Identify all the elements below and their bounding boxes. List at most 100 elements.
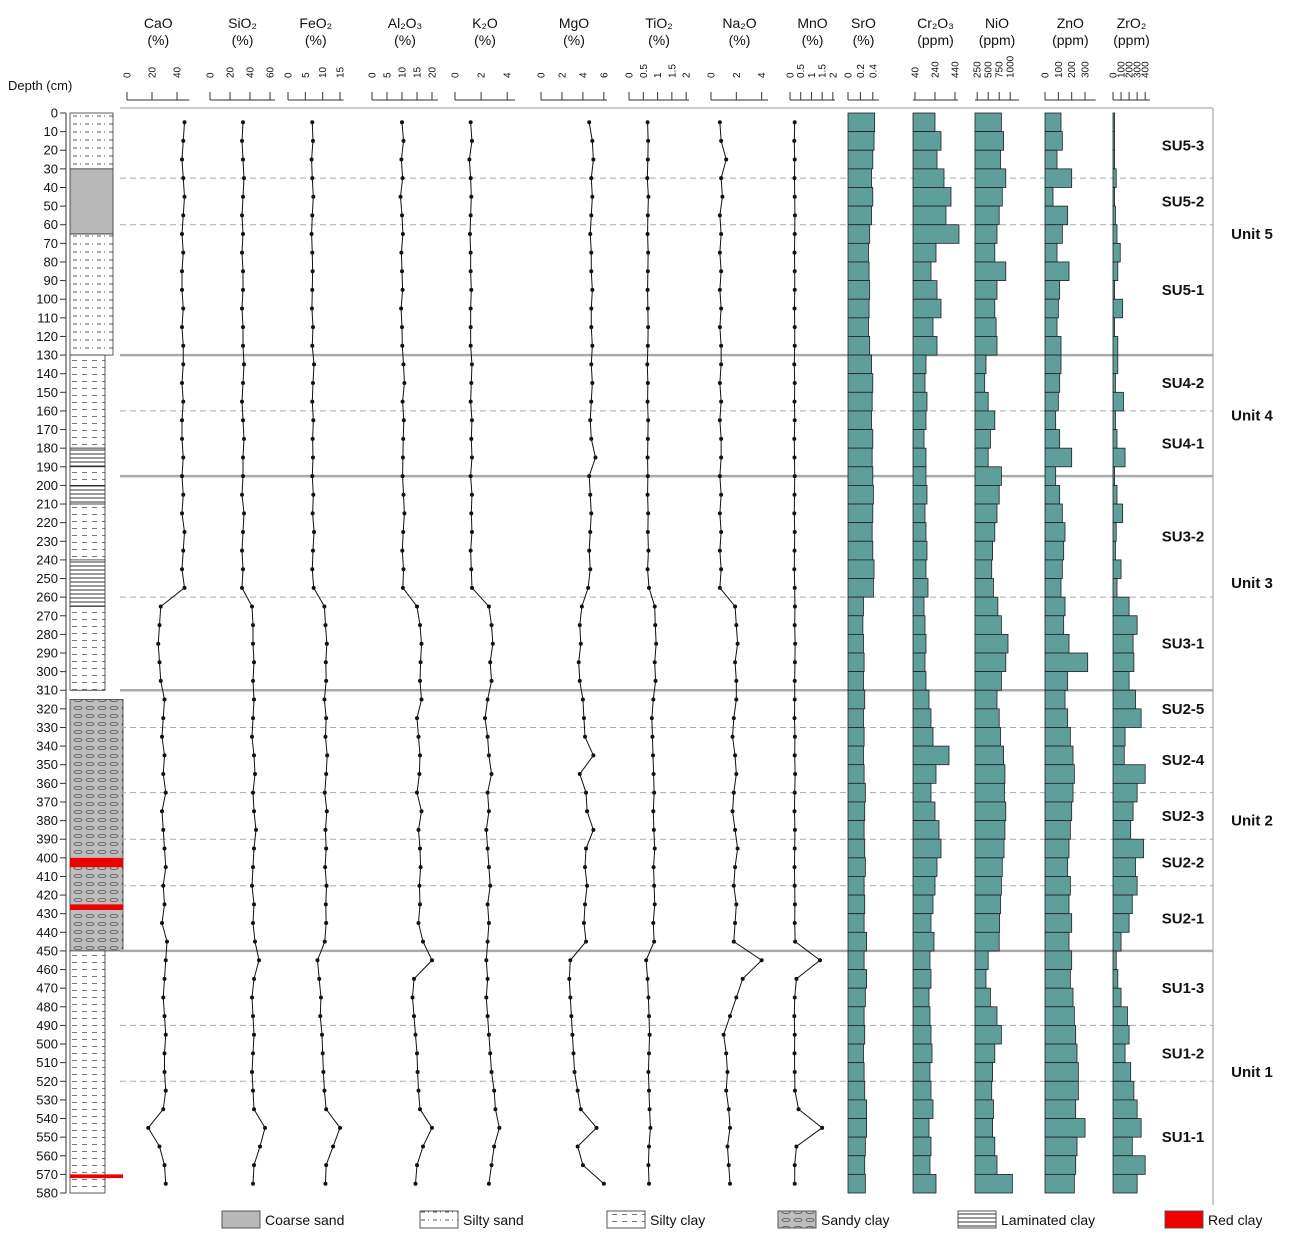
sample-point bbox=[487, 1033, 491, 1037]
sample-point bbox=[732, 940, 736, 944]
subunit-label: SU1-1 bbox=[1162, 1129, 1205, 1146]
sample-point bbox=[497, 1126, 501, 1130]
panel-title: ZrO₂ bbox=[1117, 15, 1147, 31]
bar bbox=[1045, 523, 1065, 542]
y-tick-label: 390 bbox=[36, 832, 58, 847]
sample-point bbox=[241, 344, 245, 348]
bar bbox=[975, 1081, 992, 1100]
bar bbox=[848, 839, 865, 858]
bar bbox=[913, 839, 941, 858]
bar bbox=[913, 653, 925, 672]
sample-point bbox=[323, 865, 327, 869]
sample-point bbox=[731, 735, 735, 739]
bar bbox=[975, 281, 997, 300]
bar bbox=[1045, 727, 1070, 746]
sample-point bbox=[794, 1144, 798, 1148]
x-tick-label: 15 bbox=[336, 66, 347, 78]
sample-point bbox=[163, 1163, 167, 1167]
sample-point bbox=[792, 139, 796, 143]
sample-point bbox=[312, 530, 316, 534]
sample-point bbox=[322, 698, 326, 702]
sample-point bbox=[646, 1070, 650, 1074]
bar bbox=[975, 876, 1001, 895]
sample-point bbox=[315, 958, 319, 962]
sample-point bbox=[589, 437, 593, 441]
sample-point bbox=[487, 753, 491, 757]
bar bbox=[913, 1081, 931, 1100]
sample-point bbox=[418, 1107, 422, 1111]
x-tick-label: 40 bbox=[246, 66, 257, 78]
y-tick-label: 220 bbox=[36, 515, 58, 530]
sample-point bbox=[401, 530, 405, 534]
sample-point bbox=[401, 586, 405, 590]
sample-point bbox=[470, 362, 474, 366]
bar bbox=[975, 858, 1002, 877]
panel-title: MnO bbox=[797, 15, 827, 31]
sample-point bbox=[581, 1163, 585, 1167]
sample-point bbox=[646, 195, 650, 199]
sample-point bbox=[585, 809, 589, 813]
bar bbox=[1045, 374, 1060, 393]
sample-point bbox=[646, 381, 650, 385]
sample-point bbox=[159, 604, 163, 608]
sample-point bbox=[646, 549, 650, 553]
bar bbox=[848, 206, 872, 225]
sample-point bbox=[588, 530, 592, 534]
panel-unit: (ppm) bbox=[1113, 32, 1150, 48]
bar bbox=[975, 821, 1005, 840]
sample-point bbox=[486, 1014, 490, 1018]
bar bbox=[975, 653, 1006, 672]
bar bbox=[848, 1137, 865, 1156]
bar bbox=[1113, 523, 1116, 542]
sample-point bbox=[250, 995, 254, 999]
sample-point bbox=[417, 735, 421, 739]
sample-point bbox=[653, 623, 657, 627]
sample-point bbox=[793, 586, 797, 590]
bar bbox=[913, 672, 926, 691]
bar bbox=[975, 932, 999, 951]
bar bbox=[913, 1100, 933, 1119]
sample-point bbox=[720, 195, 724, 199]
bar bbox=[848, 281, 870, 300]
y-tick-label: 350 bbox=[36, 757, 58, 772]
sample-point bbox=[793, 120, 797, 124]
sample-point bbox=[646, 232, 650, 236]
sample-point bbox=[589, 213, 593, 217]
sample-point bbox=[725, 1144, 729, 1148]
x-tick-label: 750 bbox=[995, 61, 1006, 78]
subunit-label: SU1-2 bbox=[1162, 1045, 1205, 1062]
sample-point bbox=[164, 1182, 168, 1186]
sample-point bbox=[418, 902, 422, 906]
sample-point bbox=[793, 176, 797, 180]
sample-point bbox=[161, 1107, 165, 1111]
lithology-layer bbox=[70, 467, 105, 486]
bar bbox=[848, 1100, 867, 1119]
sample-point bbox=[793, 455, 797, 459]
bar bbox=[848, 262, 869, 281]
subunit-label: SU3-2 bbox=[1162, 529, 1205, 546]
bar bbox=[1113, 1119, 1141, 1138]
sample-point bbox=[164, 1033, 168, 1037]
sample-point bbox=[401, 455, 405, 459]
y-tick-label: 120 bbox=[36, 329, 58, 344]
bar bbox=[975, 616, 1001, 635]
bar bbox=[1045, 858, 1068, 877]
sample-point bbox=[324, 716, 328, 720]
profile-line bbox=[312, 122, 340, 1183]
sample-point bbox=[793, 549, 797, 553]
sample-point bbox=[653, 660, 657, 664]
sample-point bbox=[430, 1126, 434, 1130]
sample-point bbox=[646, 530, 650, 534]
bar bbox=[848, 1081, 865, 1100]
y-tick-label: 550 bbox=[36, 1130, 58, 1145]
sample-point bbox=[570, 1033, 574, 1037]
sample-point bbox=[578, 623, 582, 627]
y-tick-label: 0 bbox=[51, 106, 58, 121]
bar bbox=[975, 951, 988, 970]
sample-point bbox=[401, 437, 405, 441]
sample-point bbox=[486, 847, 490, 851]
bar bbox=[975, 746, 1004, 765]
subunit-label: SU2-2 bbox=[1162, 854, 1205, 871]
x-tick-label: 0 bbox=[707, 72, 718, 78]
bar bbox=[913, 690, 929, 709]
